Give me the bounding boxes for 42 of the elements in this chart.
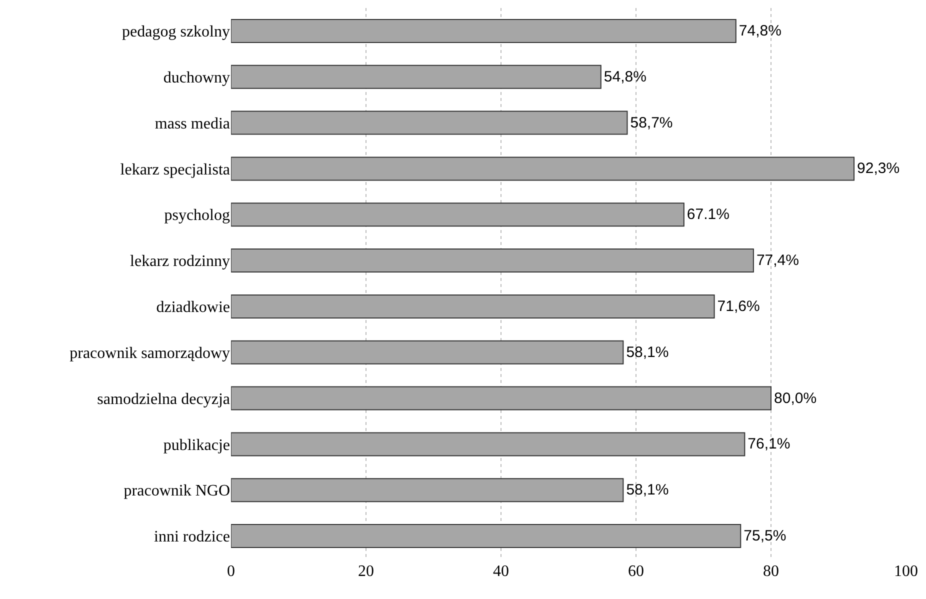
y-tick-label: duchowny	[163, 69, 230, 86]
y-tick-label: pracownik NGO	[124, 482, 230, 500]
y-tick-label: publikacje	[163, 436, 230, 454]
bar	[231, 64, 602, 89]
y-tick-label: psycholog	[164, 207, 230, 224]
bar	[231, 202, 684, 227]
y-tick-label: lekarz specjalista	[120, 161, 230, 178]
y-tick-label: samodzielna decyzja	[97, 390, 230, 408]
x-tick-label: 0	[227, 563, 235, 580]
y-tick-label: inni rodzice	[154, 528, 230, 546]
data-label: 58,7%	[630, 114, 673, 132]
data-label: 77,4%	[756, 252, 799, 270]
data-label: 75,5%	[744, 528, 786, 545]
y-tick-label: mass media	[154, 115, 230, 132]
bar	[231, 18, 736, 43]
data-label: 74,8%	[738, 22, 782, 40]
bar	[231, 386, 772, 410]
y-tick-label: dziadkowie	[156, 299, 230, 316]
data-label: 92,3%	[857, 160, 900, 178]
y-tick-label: pracownik samorządowy	[70, 344, 230, 362]
data-label: 58,1%	[626, 482, 669, 499]
x-tick-label: 20	[358, 563, 374, 580]
x-tick-label: 40	[493, 563, 509, 580]
data-label: 76,1%	[748, 436, 790, 453]
y-tick-label: pedagog szkolny	[122, 24, 230, 41]
bar	[231, 432, 746, 456]
bar	[231, 478, 624, 502]
bar	[231, 156, 855, 181]
data-label: 58,1%	[626, 344, 669, 361]
data-label: 80,0%	[774, 390, 817, 407]
bar	[231, 294, 715, 318]
x-tick-label: 80	[763, 563, 779, 580]
bar	[231, 110, 628, 135]
y-tick-label: lekarz rodzinny	[130, 253, 230, 270]
bar	[231, 248, 754, 273]
data-label: 54,8%	[604, 68, 646, 86]
data-label: 67.1%	[686, 206, 730, 224]
bar	[231, 524, 742, 548]
data-label: 71,6%	[717, 298, 760, 315]
x-tick-label: 100	[894, 563, 918, 580]
x-tick-label: 60	[628, 563, 644, 580]
bar	[231, 340, 624, 364]
